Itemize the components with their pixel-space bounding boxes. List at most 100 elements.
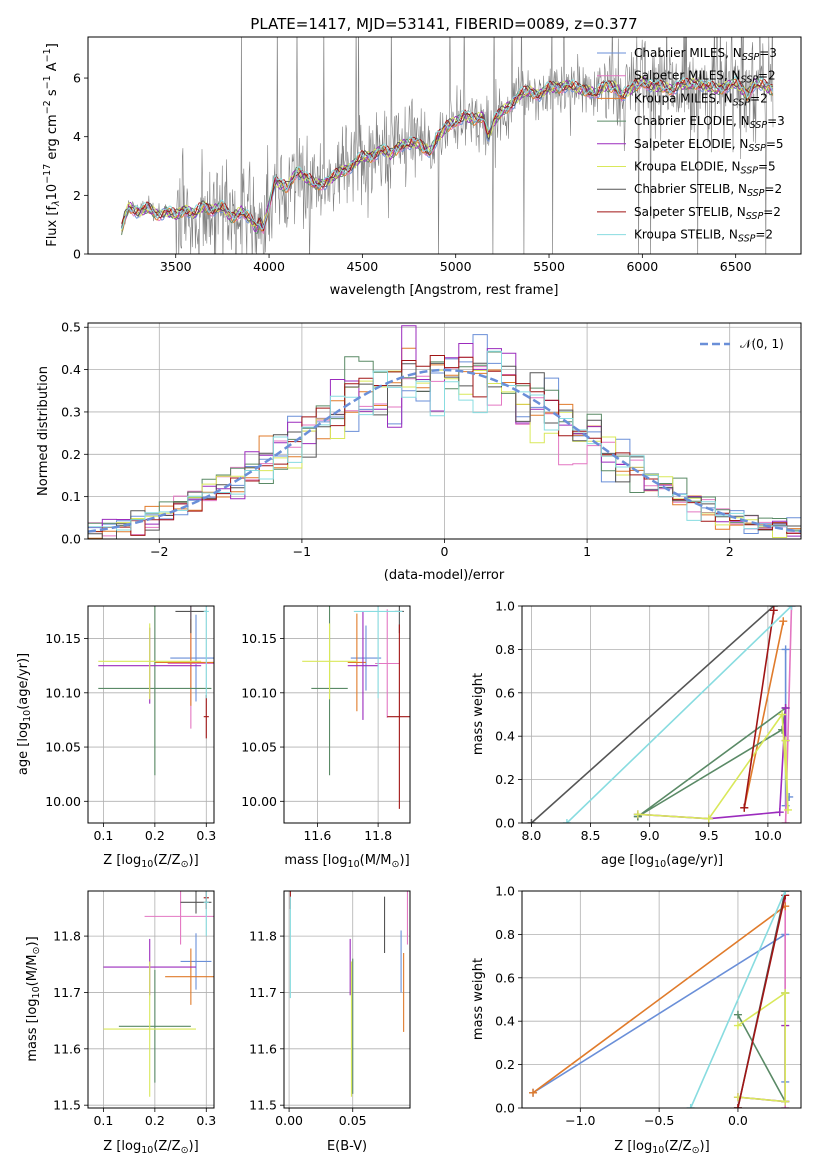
mass_vs_Z-plot-area	[103, 891, 214, 1097]
x-tick-label: 4500	[346, 259, 378, 274]
plus-marker	[769, 606, 778, 615]
x-tick-label: 0.0	[728, 1113, 748, 1128]
plus-marker	[562, 819, 571, 823]
plus-marker	[733, 1104, 742, 1108]
mass-weight-line	[743, 610, 775, 808]
x-tick-label: 0.2	[145, 1113, 165, 1128]
x-tick-label: 0.05	[339, 1113, 367, 1128]
x-axis-label: E(B-V)	[327, 1139, 367, 1154]
y-tick-label: 0.1	[61, 489, 81, 504]
y-axis-label: age [log10(age/yr)]	[16, 653, 33, 775]
spectrum-legend: Chabrier MILES, NSSP=3 Salpeter MILES, NS…	[597, 46, 785, 245]
x-axis-label: Z [log10(Z/Z⊙)]	[103, 1139, 198, 1156]
plus-marker	[787, 606, 796, 610]
mass-weight-line	[689, 891, 786, 1108]
plus-marker	[633, 810, 642, 819]
y-axis-label: Flux [fλ10−17 erg cm−2 s−1 A−1]	[42, 43, 62, 247]
y-tick-label: 10.10	[45, 685, 81, 700]
age_vs_Z-frame	[87, 605, 215, 824]
model-spectrum-line	[121, 77, 773, 232]
x-tick-label: −1.0	[565, 1113, 595, 1128]
x-tick-label: 8.5	[581, 828, 601, 843]
y-tick-label: 0.2	[495, 772, 515, 787]
x-tick-label: 0.2	[145, 828, 165, 843]
x-tick-label: 0.00	[275, 1113, 303, 1128]
massweight_vs_Z-plot-area	[529, 891, 790, 1108]
legend-label: Chabrier MILES, NSSP=3	[634, 46, 777, 63]
x-tick-label: 11.6	[303, 828, 331, 843]
legend-label: Kroupa STELIB, NSSP=2	[634, 228, 773, 245]
plus-marker	[733, 1010, 742, 1019]
y-tick-label: 11.7	[53, 985, 81, 1000]
y-axis-label: mass weight	[471, 673, 486, 755]
observed-spectrum	[121, 37, 774, 254]
model-spectrum-line	[121, 75, 774, 230]
plus-marker	[778, 710, 787, 719]
y-tick-label: 0.4	[61, 362, 81, 377]
legend-label: Salpeter STELIB, NSSP=2	[634, 205, 781, 222]
x-tick-label: 0.3	[196, 1113, 216, 1128]
y-tick-label: 4	[73, 129, 81, 144]
y-tick-label: 0.8	[495, 927, 515, 942]
x-tick-label: 11.8	[364, 828, 392, 843]
x-tick-label: 8.0	[522, 828, 542, 843]
histogram-step	[88, 355, 801, 539]
age_vs_Z-plot-area	[98, 606, 214, 776]
y-tick-label: 10.00	[45, 794, 81, 809]
y-tick-label: 11.6	[53, 1041, 81, 1056]
mass-weight-line	[737, 895, 786, 1108]
massweight_vs_age-frame	[521, 605, 802, 824]
x-axis-label: wavelength [Angstrom, rest frame]	[330, 283, 559, 298]
x-tick-label: 3500	[160, 259, 192, 274]
y-tick-label: 10.15	[241, 631, 277, 646]
x-axis-label: (data-model)/error	[384, 568, 505, 583]
plus-marker	[781, 1097, 790, 1106]
x-axis-label: Z [log10(Z/Z⊙)]	[103, 853, 198, 870]
y-tick-label: 11.7	[249, 985, 277, 1000]
mass_vs_Z-frame	[87, 890, 215, 1109]
plus-marker	[781, 891, 790, 895]
x-tick-label: 0.3	[196, 828, 216, 843]
x-tick-label: 9.0	[640, 828, 660, 843]
x-tick-label: 4000	[253, 259, 285, 274]
y-tick-label: 11.8	[249, 929, 277, 944]
y-tick-label: 0.3	[61, 404, 81, 419]
normal-curve	[88, 368, 801, 533]
x-tick-label: 2	[726, 544, 734, 559]
residuals-plot-area	[88, 325, 801, 539]
y-axis-label: mass weight	[471, 958, 486, 1040]
chart-title: PLATE=1417, MJD=53141, FIBERID=0089, z=0…	[250, 15, 637, 33]
y-tick-label: 10.10	[241, 685, 277, 700]
legend-label: 𝒩(0, 1)	[740, 337, 784, 351]
y-tick-label: 1.0	[495, 884, 515, 899]
x-axis-label: age [log10(age/yr)]	[601, 853, 723, 870]
x-tick-label: 10.0	[754, 828, 782, 843]
y-tick-label: 10.05	[45, 740, 81, 755]
residuals-axes: −2 −1 0 1 2 0.0 0.1 0.2 0.3 0.4 0.5	[61, 320, 802, 559]
x-tick-label: 6000	[626, 259, 658, 274]
mass-weight-line	[743, 621, 785, 808]
x-tick-label: 0.1	[93, 1113, 113, 1128]
y-tick-label: 11.5	[249, 1098, 277, 1113]
residuals-frame	[87, 322, 802, 540]
y-axis-label: Normed distribution	[36, 366, 51, 496]
x-tick-label: 5000	[440, 259, 472, 274]
x-axis-label: mass [log10(M/M⊙)]	[284, 853, 409, 870]
plus-marker	[733, 1021, 742, 1030]
y-tick-label: 0.4	[495, 1014, 515, 1029]
y-tick-label: 1.0	[495, 599, 515, 614]
mass-weight-line	[737, 991, 786, 1103]
y-tick-label: 11.8	[53, 929, 81, 944]
age_vs_mass-frame	[283, 605, 411, 824]
x-tick-label: −2	[150, 544, 168, 559]
y-tick-label: 0	[73, 247, 81, 262]
x-tick-label: 1	[583, 544, 591, 559]
y-tick-label: 0.8	[495, 642, 515, 657]
x-tick-label: −1	[293, 544, 311, 559]
massweight_vs_Z-frame	[521, 890, 802, 1109]
y-tick-label: 10.00	[241, 794, 277, 809]
y-tick-label: 0.0	[61, 532, 81, 547]
y-tick-label: 2	[73, 188, 81, 203]
y-axis-label: mass [log10(M/M⊙)]	[25, 936, 42, 1061]
plus-marker	[781, 645, 790, 654]
